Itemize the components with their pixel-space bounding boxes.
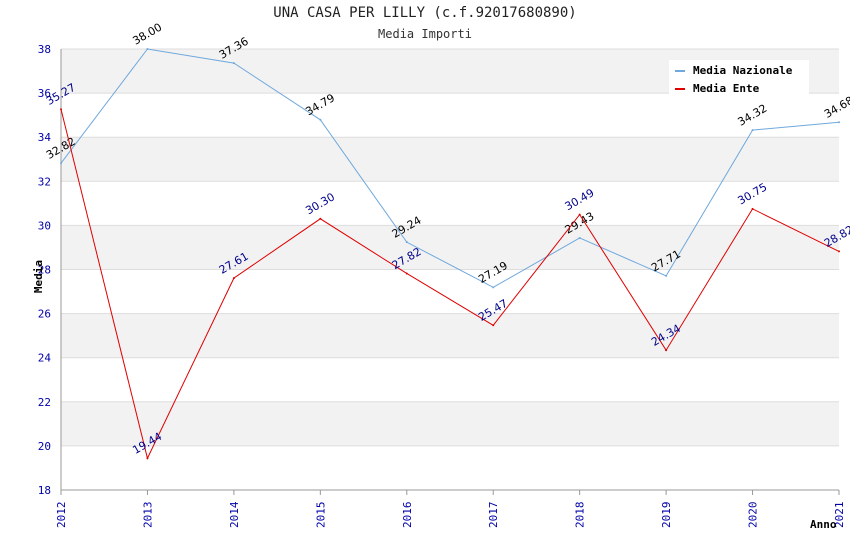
series-point-1 bbox=[232, 277, 235, 280]
series-line-1 bbox=[60, 109, 840, 460]
series-point-0 bbox=[751, 129, 754, 132]
x-tick-label: 2019 bbox=[660, 502, 673, 529]
x-tick-label: 2012 bbox=[55, 502, 68, 529]
y-tick-label: 36 bbox=[38, 87, 51, 100]
series-point-0 bbox=[405, 241, 408, 244]
grid-band bbox=[61, 93, 839, 138]
y-tick-label: 32 bbox=[38, 175, 51, 188]
series-point-0 bbox=[665, 274, 668, 277]
x-tick-label: 2015 bbox=[314, 502, 327, 529]
y-axis-label: Media bbox=[32, 259, 46, 294]
x-tick-label: 2018 bbox=[574, 502, 587, 529]
series-point-1 bbox=[405, 272, 408, 275]
x-tick-label: 2016 bbox=[401, 502, 414, 529]
x-tick-label: 2013 bbox=[141, 502, 154, 529]
y-tick-label: 30 bbox=[38, 219, 51, 232]
y-tick-label: 34 bbox=[38, 131, 52, 144]
series-point-0 bbox=[578, 236, 581, 239]
series-point-1 bbox=[665, 349, 668, 352]
series-point-1 bbox=[492, 324, 495, 327]
y-tick-label: 28 bbox=[38, 264, 51, 277]
legend-swatch-nazionale bbox=[675, 70, 685, 72]
legend-swatch-ente bbox=[675, 88, 685, 90]
series-point-0 bbox=[319, 118, 322, 121]
series-line-0 bbox=[60, 48, 840, 288]
x-tick-label: 2021 bbox=[833, 502, 846, 529]
grid-band bbox=[61, 181, 839, 226]
series-point-0 bbox=[146, 48, 149, 50]
y-tick-label: 26 bbox=[38, 308, 51, 321]
grid-band bbox=[61, 269, 839, 314]
series-point-1 bbox=[146, 457, 149, 460]
series-point-1 bbox=[838, 250, 840, 253]
series-point-0 bbox=[60, 162, 62, 165]
chart-subtitle: Media Importi bbox=[378, 27, 472, 41]
series-point-1 bbox=[60, 108, 62, 111]
series-point-1 bbox=[578, 213, 581, 216]
grid-band bbox=[61, 401, 839, 446]
legend-item-ente: Media Ente bbox=[675, 82, 759, 96]
y-tick-label: 18 bbox=[38, 484, 51, 497]
series-point-0 bbox=[492, 286, 495, 289]
legend-label-ente: Media Ente bbox=[693, 82, 760, 95]
grid-band bbox=[61, 445, 839, 490]
grid-band bbox=[61, 225, 839, 270]
x-tick-label: 2020 bbox=[747, 502, 760, 529]
grid-band bbox=[61, 357, 839, 402]
series-point-0 bbox=[838, 121, 840, 124]
legend-label-nazionale: Media Nazionale bbox=[693, 64, 793, 77]
y-tick-label: 24 bbox=[38, 352, 52, 365]
series-point-1 bbox=[319, 217, 322, 220]
chart-title: UNA CASA PER LILLY (c.f.92017680890) bbox=[273, 5, 577, 21]
series-point-0 bbox=[232, 62, 235, 65]
y-tick-label: 38 bbox=[38, 43, 51, 56]
grid-band bbox=[61, 313, 839, 358]
x-axis-label: Anno bbox=[810, 518, 837, 531]
y-tick-label: 20 bbox=[38, 440, 51, 453]
x-tick-label: 2017 bbox=[487, 502, 500, 529]
x-tick-label: 2014 bbox=[228, 501, 241, 528]
data-label-0: 38.00 bbox=[130, 21, 164, 48]
grid-band bbox=[61, 137, 839, 182]
y-tick-label: 22 bbox=[38, 396, 51, 409]
legend: Media Nazionale Media Ente bbox=[669, 60, 809, 96]
legend-item-nazionale: Media Nazionale bbox=[675, 64, 792, 78]
series-point-1 bbox=[751, 207, 754, 210]
